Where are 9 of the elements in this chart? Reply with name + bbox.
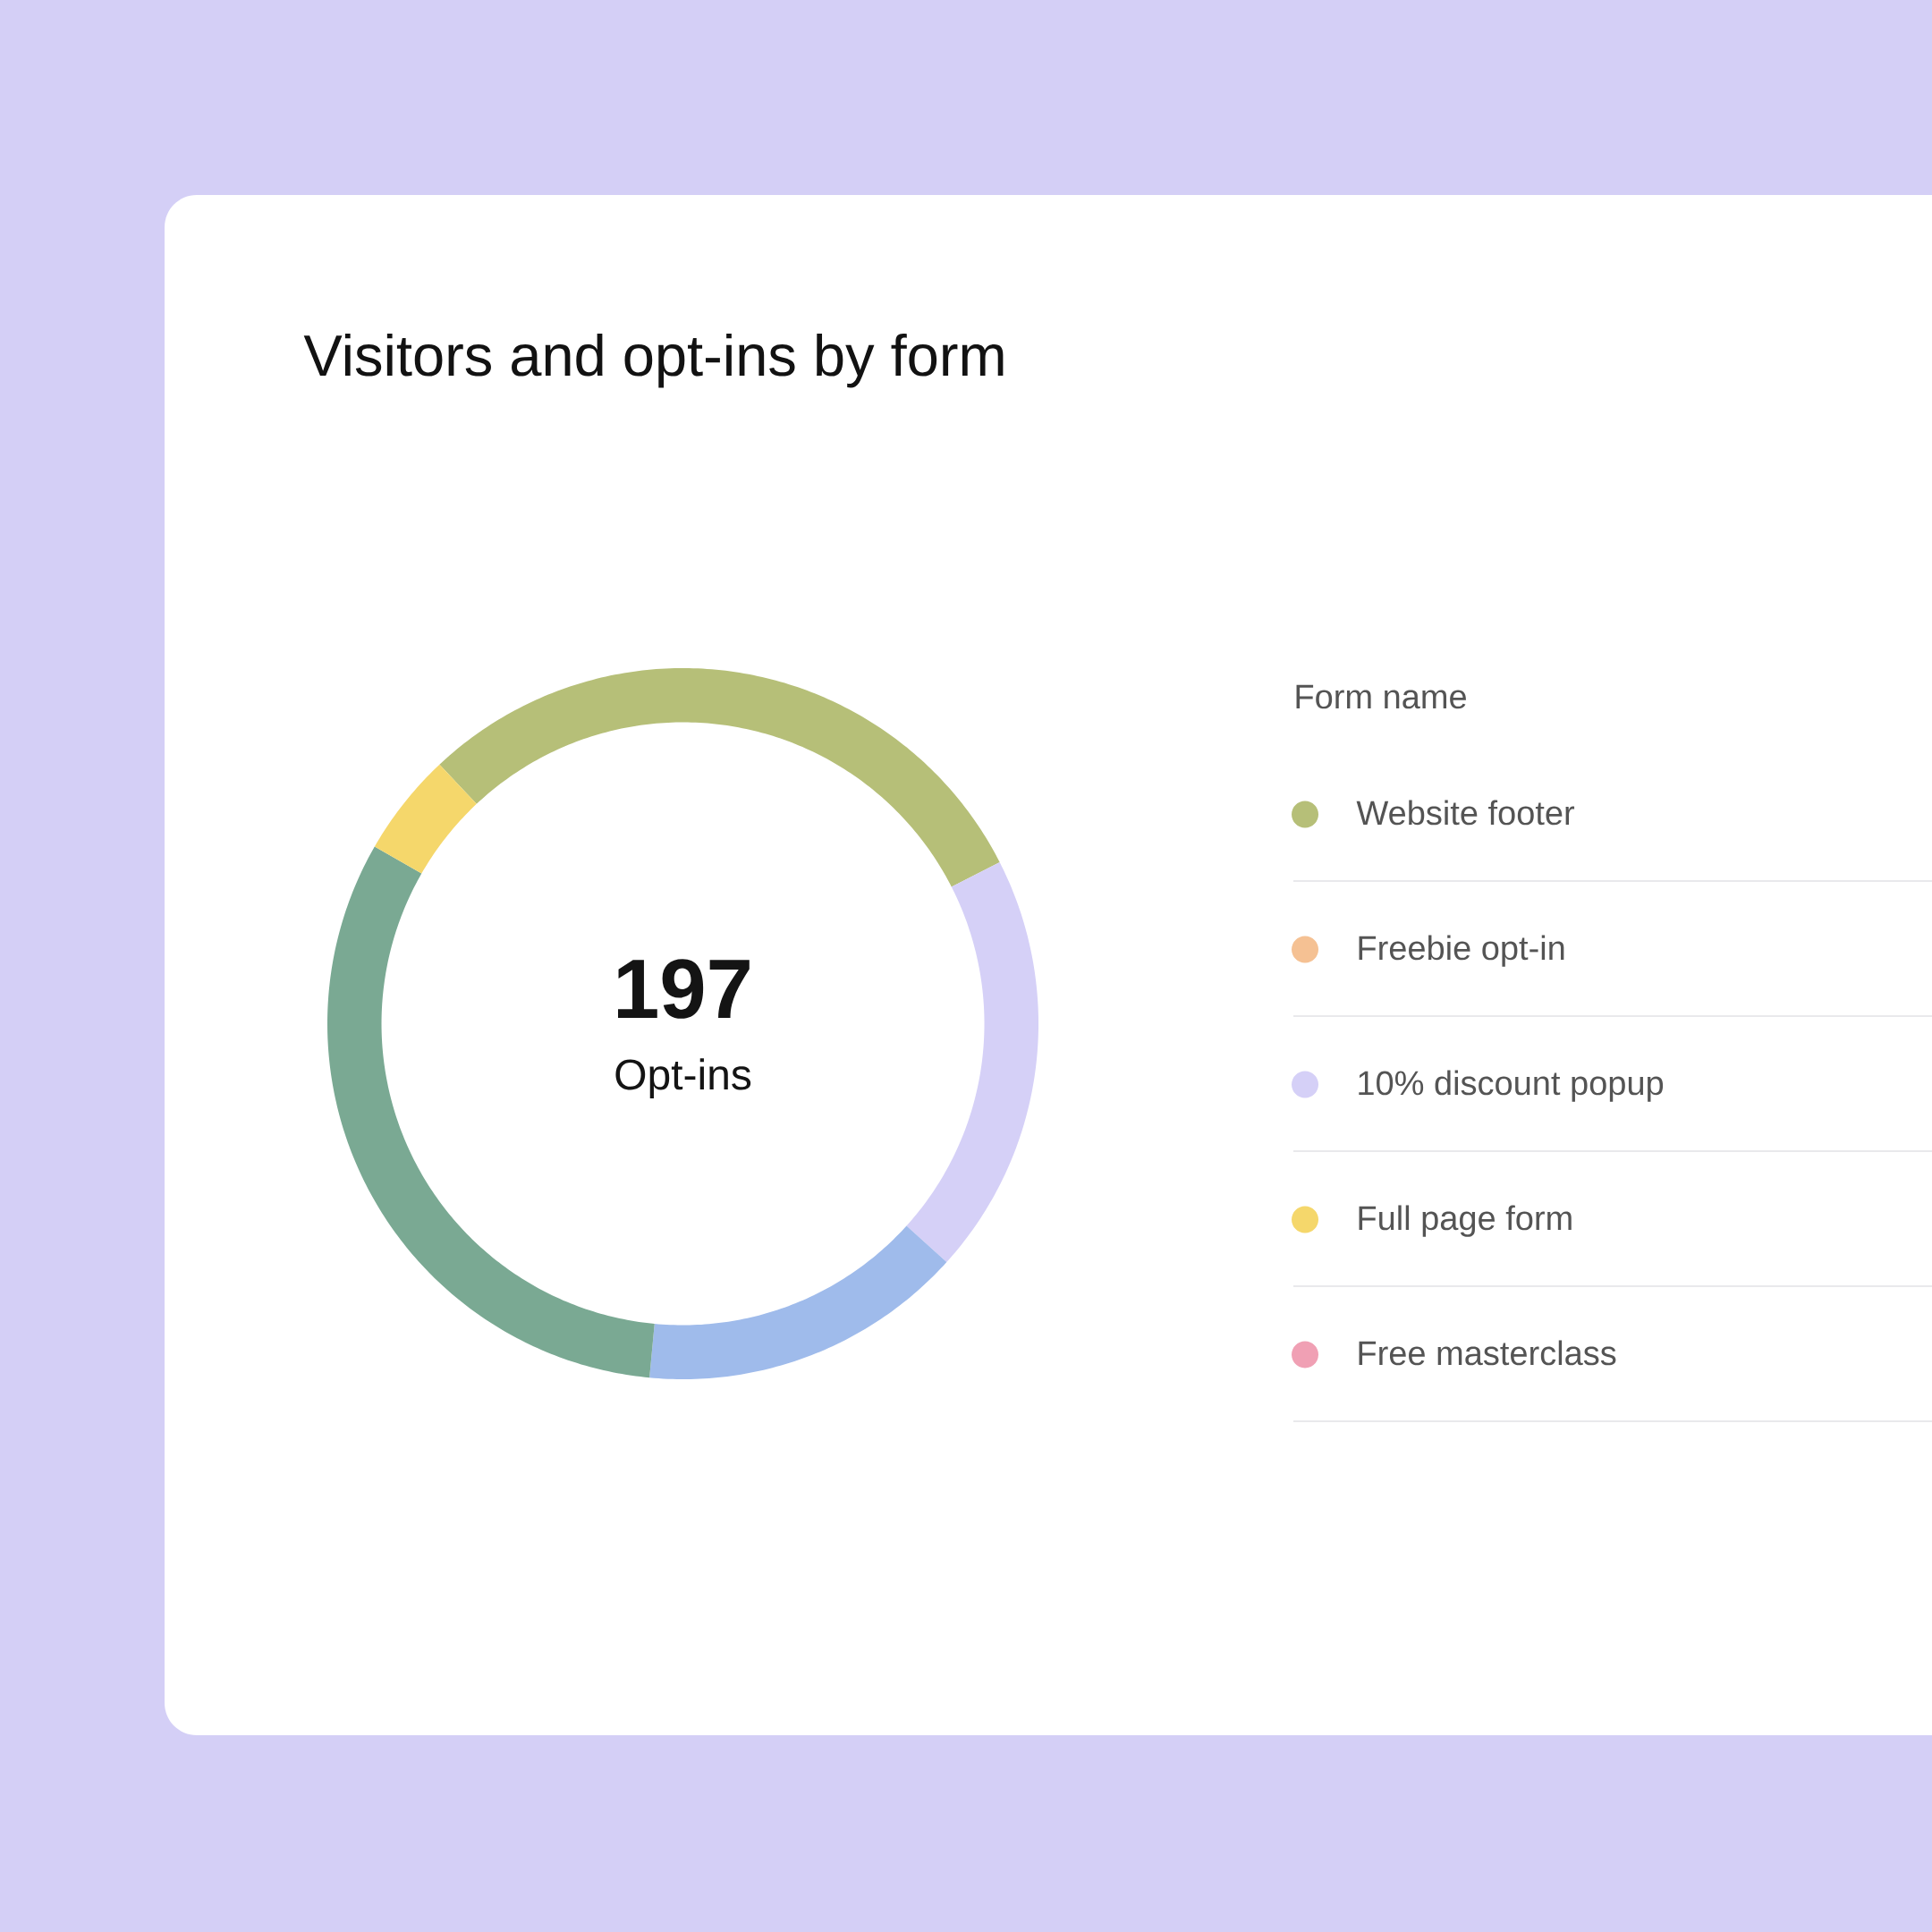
legend-label: Full page form xyxy=(1359,1205,1572,1237)
chart-title: Visitors and opt-ins by form xyxy=(303,333,1004,388)
legend-title: Form name xyxy=(1296,684,1466,709)
text: 197 xyxy=(618,959,750,1019)
legend-label: Freebie opt-in xyxy=(1359,935,1564,967)
legend-label: 10% discount popup xyxy=(1359,1070,1664,1102)
legend-label: Website footer xyxy=(1356,800,1575,826)
text: Opt-ins xyxy=(615,1058,751,1098)
legend-label: Free masterclass xyxy=(1359,1340,1616,1366)
